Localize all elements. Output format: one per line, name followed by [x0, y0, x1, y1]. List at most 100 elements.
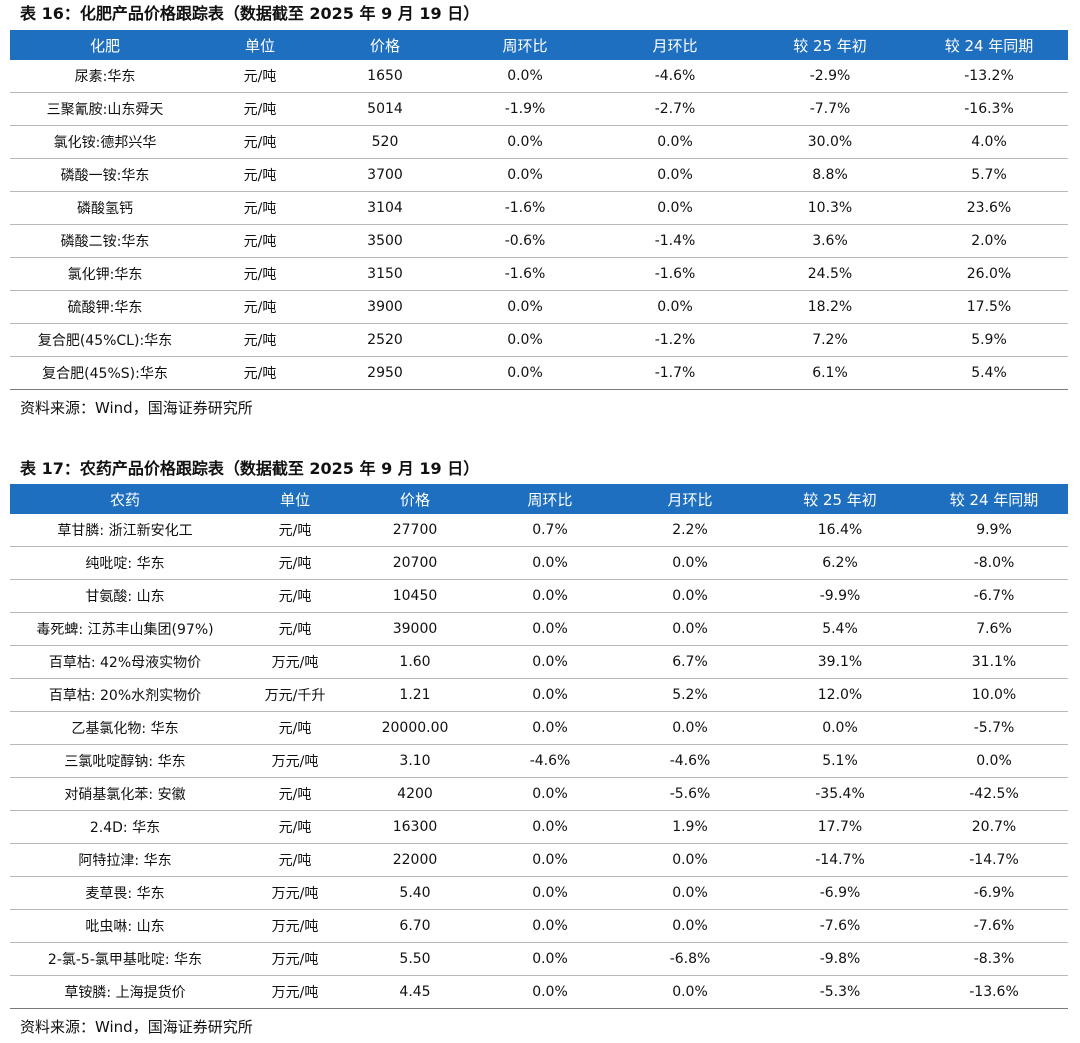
table-row: 硫酸钾:华东 元/吨 3900 0.0% 0.0% 18.2% 17.5%	[10, 290, 1068, 324]
table-cell: 24.5%	[750, 257, 910, 291]
table-row: 磷酸二铵:华东 元/吨 3500 -0.6% -1.4% 3.6% 2.0%	[10, 224, 1068, 258]
table-cell: 元/吨	[200, 224, 320, 258]
table-cell: 4.0%	[910, 125, 1068, 159]
table-cell: 纯吡啶: 华东	[10, 546, 240, 580]
table-cell: -1.6%	[450, 257, 600, 291]
table-cell: 百草枯: 20%水剂实物价	[10, 678, 240, 712]
table-cell: -8.3%	[920, 942, 1068, 976]
table-cell: 2.2%	[620, 514, 760, 547]
table-cell: 元/吨	[200, 60, 320, 93]
table16-caption: 表 16：化肥产品价格跟踪表（数据截至 2025 年 9 月 19 日）	[20, 4, 480, 23]
table-cell: 0.0%	[450, 60, 600, 93]
table-cell: -1.6%	[600, 257, 750, 291]
column-header: 月环比	[652, 36, 698, 55]
table-cell: -7.6%	[920, 909, 1068, 943]
table-cell: -1.6%	[450, 191, 600, 225]
table-cell: 6.1%	[750, 356, 910, 390]
column-header: 较 25 年初	[793, 36, 867, 55]
table-cell: 万元/吨	[240, 645, 350, 679]
table-row: 2.4D: 华东 元/吨 16300 0.0% 1.9% 17.7% 20.7%	[10, 810, 1068, 844]
table-cell: 0.0%	[480, 876, 620, 910]
table-row: 复合肥(45%S):华东 元/吨 2950 0.0% -1.7% 6.1% 5.4%	[10, 356, 1068, 390]
table-cell: 阿特拉津: 华东	[10, 843, 240, 877]
table-row: 对硝基氯化苯: 安徽 元/吨 4200 0.0% -5.6% -35.4% -42.5%	[10, 777, 1068, 811]
table-cell: 31.1%	[920, 645, 1068, 679]
table-cell: 0.0%	[480, 612, 620, 646]
table-cell: 0.0%	[620, 843, 760, 877]
table-header-row: 农药 单位 价格 周环比 月环比 较 25 年初 较 24 年同期	[10, 484, 1068, 514]
table-cell: 0.0%	[450, 356, 600, 390]
table-cell: 0.0%	[480, 579, 620, 613]
table-cell: 10450	[350, 579, 480, 613]
table-cell: 百草枯: 42%母液实物价	[10, 645, 240, 679]
table-cell: 0.0%	[480, 546, 620, 580]
table-row: 百草枯: 42%母液实物价 万元/吨 1.60 0.0% 6.7% 39.1% 31.1%	[10, 645, 1068, 679]
table-cell: -5.6%	[620, 777, 760, 811]
table-cell: 元/吨	[200, 356, 320, 390]
table-cell: 1.21	[350, 678, 480, 712]
table-cell: 0.0%	[620, 546, 760, 580]
table-cell: 0.0%	[600, 290, 750, 324]
table-row: 毒死蜱: 江苏丰山集团(97%) 元/吨 39000 0.0% 0.0% 5.4% 7.6%	[10, 612, 1068, 646]
table-cell: 0.0%	[920, 744, 1068, 778]
table-cell: -13.2%	[910, 60, 1068, 93]
table-cell: 磷酸一铵:华东	[10, 158, 200, 192]
table-cell: 元/吨	[240, 810, 350, 844]
table-cell: 20000.00	[350, 711, 480, 745]
table-cell: 17.5%	[910, 290, 1068, 324]
table-cell: 0.0%	[480, 711, 620, 745]
table-cell: 39000	[350, 612, 480, 646]
table-cell: 元/吨	[200, 257, 320, 291]
table-cell: 8.8%	[750, 158, 910, 192]
table-cell: 3900	[320, 290, 450, 324]
table-cell: 三氯吡啶醇钠: 华东	[10, 744, 240, 778]
table-cell: -6.9%	[760, 876, 920, 910]
table-cell: 6.2%	[760, 546, 920, 580]
column-header: 农药	[109, 490, 140, 509]
table-cell: -5.3%	[760, 975, 920, 1009]
table-cell: 1.60	[350, 645, 480, 679]
column-header: 单位	[244, 36, 275, 55]
table-cell: 10.3%	[750, 191, 910, 225]
table-cell: 3.10	[350, 744, 480, 778]
table-cell: 2-氯-5-氯甲基吡啶: 华东	[10, 942, 240, 976]
table-cell: -4.6%	[600, 60, 750, 93]
table-cell: 5.40	[350, 876, 480, 910]
table-cell: 0.0%	[620, 876, 760, 910]
table-cell: 5.7%	[910, 158, 1068, 192]
table-cell: 6.7%	[620, 645, 760, 679]
table-cell: 0.0%	[760, 711, 920, 745]
table-cell: 3.6%	[750, 224, 910, 258]
table-cell: 元/吨	[240, 777, 350, 811]
table-cell: 磷酸氢钙	[10, 191, 200, 225]
table-cell: 1650	[320, 60, 450, 93]
table17-source-note: 资料来源：Wind，国海证券研究所	[20, 1018, 253, 1036]
table-cell: 0.0%	[450, 290, 600, 324]
table-cell: -16.3%	[910, 92, 1068, 126]
table-cell: 对硝基氯化苯: 安徽	[10, 777, 240, 811]
table-cell: 0.0%	[480, 843, 620, 877]
table-cell: 3150	[320, 257, 450, 291]
table-row: 草铵膦: 上海提货价 万元/吨 4.45 0.0% 0.0% -5.3% -13.6%	[10, 975, 1068, 1009]
table-row: 草甘膦: 浙江新安化工 元/吨 27700 0.7% 2.2% 16.4% 9.9%	[10, 514, 1068, 547]
table-cell: -14.7%	[920, 843, 1068, 877]
table-cell: -2.9%	[750, 60, 910, 93]
table-cell: 0.7%	[480, 514, 620, 547]
table-row: 尿素:华东 元/吨 1650 0.0% -4.6% -2.9% -13.2%	[10, 60, 1068, 93]
table-cell: -6.8%	[620, 942, 760, 976]
table-cell: 乙基氯化物: 华东	[10, 711, 240, 745]
table-cell: 0.0%	[480, 810, 620, 844]
table-cell: 0.0%	[620, 975, 760, 1009]
column-header: 价格	[399, 490, 430, 509]
table-cell: 6.70	[350, 909, 480, 943]
table-row: 氯化钾:华东 元/吨 3150 -1.6% -1.6% 24.5% 26.0%	[10, 257, 1068, 291]
table-cell: -35.4%	[760, 777, 920, 811]
table-row: 百草枯: 20%水剂实物价 万元/千升 1.21 0.0% 5.2% 12.0% 10.0%	[10, 678, 1068, 712]
table-cell: 2520	[320, 323, 450, 357]
table-cell: 0.0%	[620, 909, 760, 943]
table-row: 2-氯-5-氯甲基吡啶: 华东 万元/吨 5.50 0.0% -6.8% -9.8% -8.…	[10, 942, 1068, 976]
table-cell: -7.7%	[750, 92, 910, 126]
table-cell: 元/吨	[200, 92, 320, 126]
table-cell: -8.0%	[920, 546, 1068, 580]
table-cell: 4200	[350, 777, 480, 811]
